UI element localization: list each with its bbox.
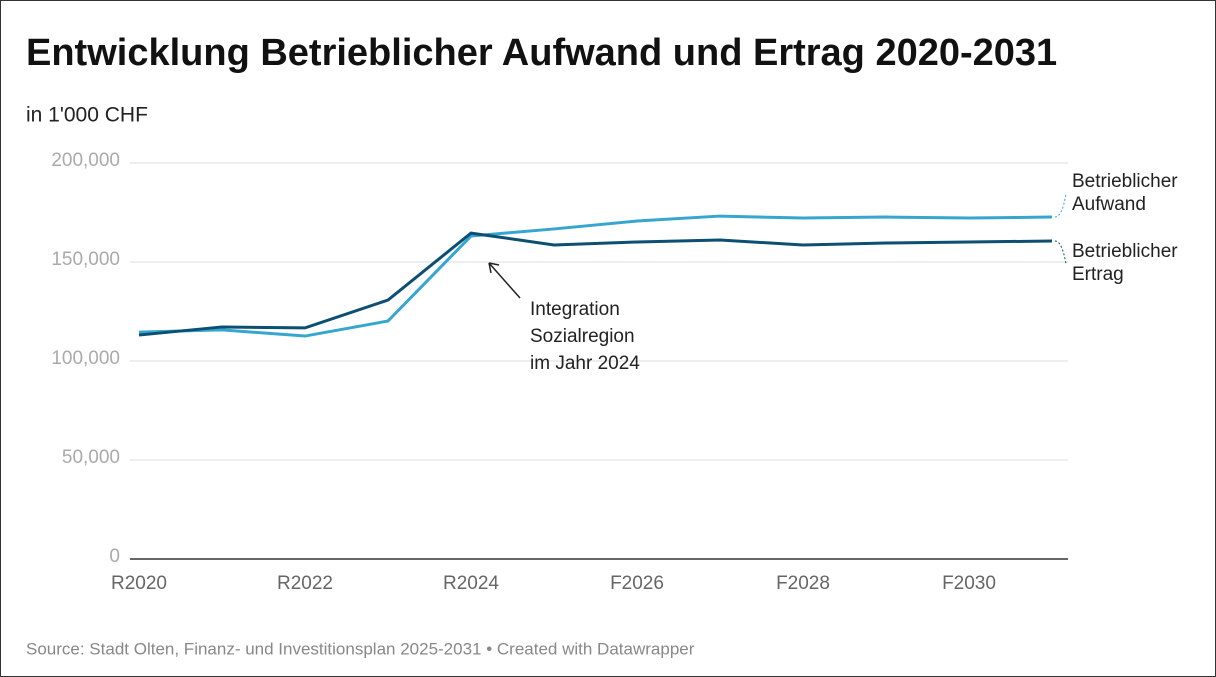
annotation: Integration (530, 299, 620, 320)
y-tick-label: 0 (109, 546, 120, 567)
label-connector (1054, 240, 1067, 265)
source: Source: Stadt Olten, Finanz- und Investi… (26, 639, 695, 658)
series-label-line: Betrieblicher (1072, 171, 1178, 192)
label-connector (1054, 193, 1067, 218)
series-label: Betrieblicher Aufwand (1072, 171, 1178, 215)
series-label-line: Betrieblicher (1072, 241, 1178, 262)
chart-subtitle: in 1'000 CHF (26, 104, 148, 127)
x-tick-label: R2024 (443, 573, 499, 594)
y-tick-label: 50,000 (62, 447, 120, 468)
x-tick-label: F2026 (610, 573, 664, 594)
annotation: im Jahr 2024 (530, 353, 640, 374)
y-tick-label: 100,000 (51, 348, 120, 369)
x-tick-label: F2028 (776, 573, 830, 594)
chart-title: Entwicklung Betrieblicher Aufwand und Er… (26, 32, 1057, 74)
series-label-line: Ertrag (1072, 264, 1124, 285)
y-tick-label: 200,000 (51, 150, 120, 171)
series-label: Betrieblicher Ertrag (1072, 241, 1178, 285)
series-label-line: Aufwand (1072, 194, 1146, 215)
line (138, 214, 1053, 338)
annotation: Sozialregion (530, 326, 635, 347)
x-tick-label: R2022 (277, 573, 333, 594)
x-tick-label: F2030 (942, 573, 996, 594)
line (138, 231, 1053, 337)
y-tick-label: 150,000 (51, 249, 120, 270)
x-tick-label: R2020 (111, 573, 167, 594)
annotation-arrow (488, 262, 521, 299)
